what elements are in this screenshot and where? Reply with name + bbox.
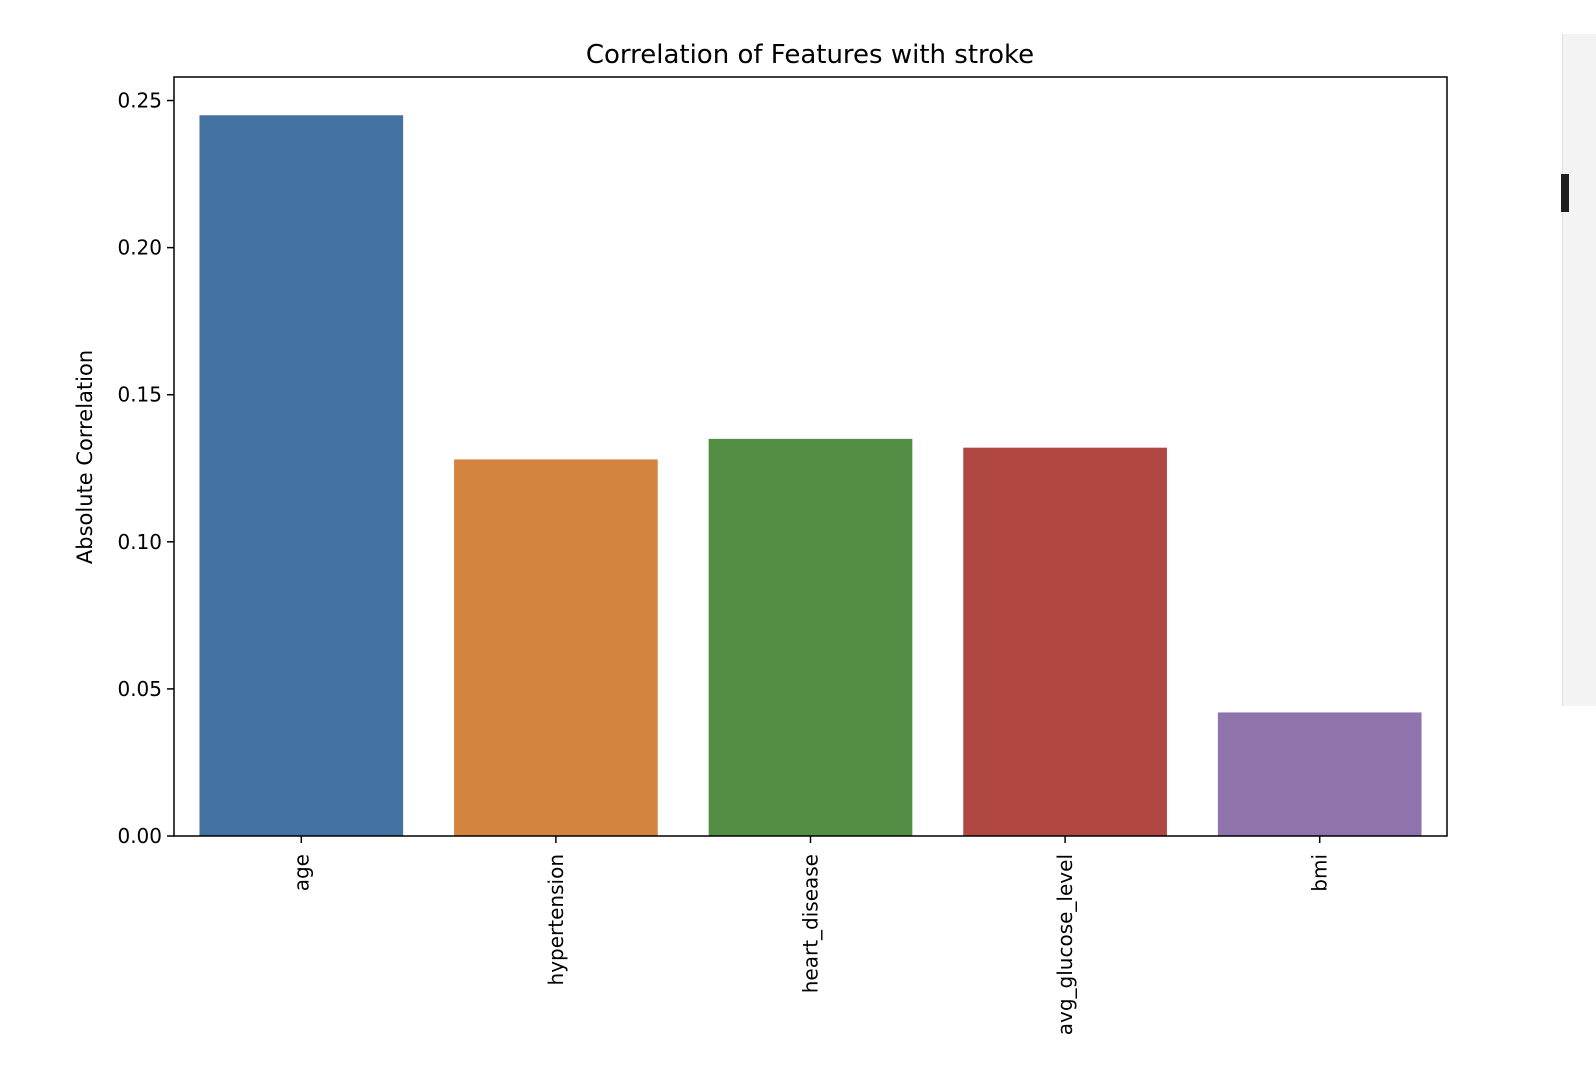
- y-tick-label: 0.05: [117, 677, 162, 701]
- x-tick-label: avg_glucose_level: [1053, 854, 1077, 1035]
- y-tick-label: 0.20: [117, 236, 162, 260]
- y-tick-label: 0.25: [117, 89, 162, 113]
- x-tick-label: heart_disease: [799, 854, 823, 993]
- x-tick-label: hypertension: [544, 854, 568, 985]
- x-ticks-group: age hypertension heart_disease avg_glucose_…: [289, 836, 1332, 1035]
- side-panel: [1562, 34, 1596, 706]
- bar-hypertension: [454, 459, 658, 836]
- y-tick-label: 0.10: [117, 530, 162, 554]
- bars-group: [199, 115, 1422, 836]
- bar-avg-glucose-level: [963, 447, 1167, 836]
- x-tick-label: age: [289, 854, 313, 891]
- y-axis-label: Absolute Correlation: [73, 350, 97, 564]
- y-tick-label: 0.15: [117, 383, 162, 407]
- y-tick-label: 0.00: [117, 824, 162, 848]
- y-ticks-group: 0.00 0.05 0.10 0.15 0.20 0.25: [117, 89, 174, 848]
- bar-age: [199, 115, 404, 836]
- side-panel-marker: [1561, 174, 1569, 212]
- x-tick-label: bmi: [1308, 854, 1332, 892]
- bar-heart-disease: [708, 438, 913, 836]
- bar-bmi: [1217, 712, 1422, 836]
- plot-frame: [173, 76, 1448, 837]
- chart-title: Correlation of Features with stroke: [586, 40, 1034, 70]
